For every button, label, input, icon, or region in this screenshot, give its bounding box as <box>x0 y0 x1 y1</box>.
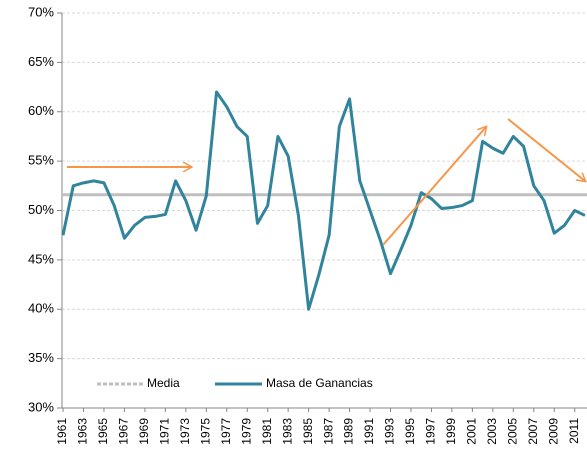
legend-label: Media <box>147 376 180 390</box>
y-tick-label: 30% <box>28 399 54 414</box>
y-tick-label: 50% <box>28 202 54 217</box>
x-tick-label: 1975 <box>198 418 212 445</box>
x-tick-label: 1985 <box>301 418 315 445</box>
data-line <box>61 90 586 311</box>
x-tick-label: 1965 <box>96 418 110 445</box>
y-tick-label: 35% <box>28 350 54 365</box>
arrow <box>382 127 486 246</box>
y-tick-label: 70% <box>28 4 54 19</box>
x-tick-label: 1977 <box>219 418 233 445</box>
x-tick-label: 2003 <box>485 418 499 445</box>
x-tick-label: 1997 <box>424 418 438 445</box>
y-tick-label: 40% <box>28 301 54 316</box>
x-tick-label: 1961 <box>55 418 69 445</box>
x-tick-label: 1963 <box>76 418 90 445</box>
x-tick-label: 1983 <box>280 418 294 445</box>
x-tick-label: 1995 <box>403 418 417 445</box>
y-tick-label: 65% <box>28 54 54 69</box>
y-tick-label: 45% <box>28 251 54 266</box>
x-tick-label: 1969 <box>137 418 151 445</box>
x-tick-label: 1979 <box>239 418 253 445</box>
lines <box>61 90 587 311</box>
y-tick-label: 55% <box>28 153 54 168</box>
x-tick-label: 2009 <box>546 418 560 445</box>
x-tick-label: 1991 <box>362 418 376 445</box>
x-tick-label: 1993 <box>383 418 397 445</box>
x-tick-label: 1989 <box>342 418 356 445</box>
arrow <box>507 118 585 181</box>
grid: 30% 35% 40% 45% 50% 55% 60% 65% 70% 1961 1963 1965 1… <box>28 4 587 445</box>
x-tick-label: 1967 <box>117 418 131 445</box>
x-tick-label: 1999 <box>444 418 458 445</box>
x-tick-label: 1981 <box>260 418 274 445</box>
x-tick-label: 1987 <box>321 418 335 445</box>
x-tick-label: 2011 <box>567 418 581 444</box>
legend: Media Masa de Ganancias <box>97 376 373 390</box>
x-tick-label: 2005 <box>505 418 519 445</box>
y-tick-label: 60% <box>28 103 54 118</box>
arrows <box>67 118 585 246</box>
x-tick-label: 2001 <box>465 418 479 445</box>
legend-label: Masa de Ganancias <box>266 376 373 390</box>
x-tick-label: 2007 <box>526 418 540 445</box>
x-tick-label: 1971 <box>158 418 172 445</box>
x-tick-label: 1973 <box>178 418 192 445</box>
